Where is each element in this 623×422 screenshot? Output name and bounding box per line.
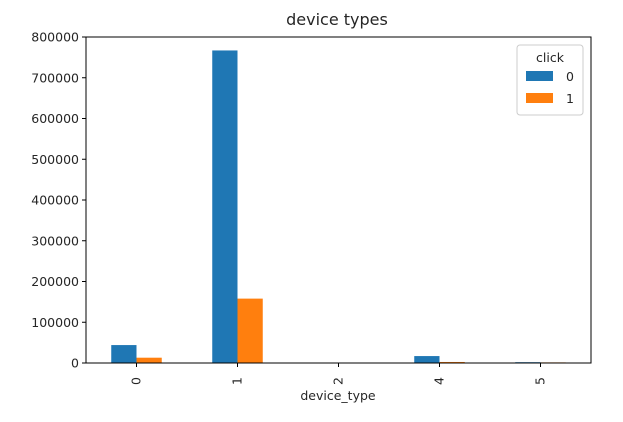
y-tick-label: 500000 bbox=[31, 152, 79, 167]
y-tick-label: 300000 bbox=[31, 233, 79, 248]
x-axis: 0 1 2 4 5 bbox=[129, 363, 548, 385]
plot-frame bbox=[85, 36, 592, 364]
y-axis: 0 100000 200000 300000 400000 500000 600000 700… bbox=[31, 30, 86, 371]
y-tick-label: 100000 bbox=[31, 315, 79, 330]
x-tick-label: 2 bbox=[331, 377, 346, 385]
legend-swatch-series-0 bbox=[526, 71, 553, 81]
y-tick-label: 800000 bbox=[31, 30, 79, 45]
y-tick-label: 600000 bbox=[31, 111, 79, 126]
y-tick-label: 400000 bbox=[31, 193, 79, 208]
legend-label-series-1: 1 bbox=[566, 91, 574, 106]
x-tick-label: 0 bbox=[129, 377, 144, 385]
chart-title: device types bbox=[286, 10, 388, 29]
x-axis-title: device_type bbox=[300, 388, 376, 403]
x-tick-label: 1 bbox=[230, 377, 245, 385]
legend-entries: 01 bbox=[526, 69, 574, 106]
legend-swatch-series-1 bbox=[526, 93, 553, 103]
legend-label-series-0: 0 bbox=[566, 69, 574, 84]
bar-4-series-1 bbox=[439, 361, 465, 363]
legend-title: click bbox=[536, 50, 565, 65]
y-tick-label: 700000 bbox=[31, 70, 79, 85]
y-tick-label: 200000 bbox=[31, 274, 79, 289]
bar-0-series-1 bbox=[136, 357, 162, 363]
x-tick-label: 4 bbox=[432, 377, 447, 385]
bar-4-series-0 bbox=[414, 356, 440, 363]
y-tick-label: 0 bbox=[71, 356, 79, 371]
legend: click 01 bbox=[516, 44, 584, 116]
bars-group bbox=[111, 50, 566, 363]
bar-1-series-1 bbox=[237, 298, 263, 363]
x-tick-label: 5 bbox=[533, 377, 548, 385]
bar-1-series-0 bbox=[212, 50, 238, 363]
bar-0-series-0 bbox=[111, 345, 137, 363]
